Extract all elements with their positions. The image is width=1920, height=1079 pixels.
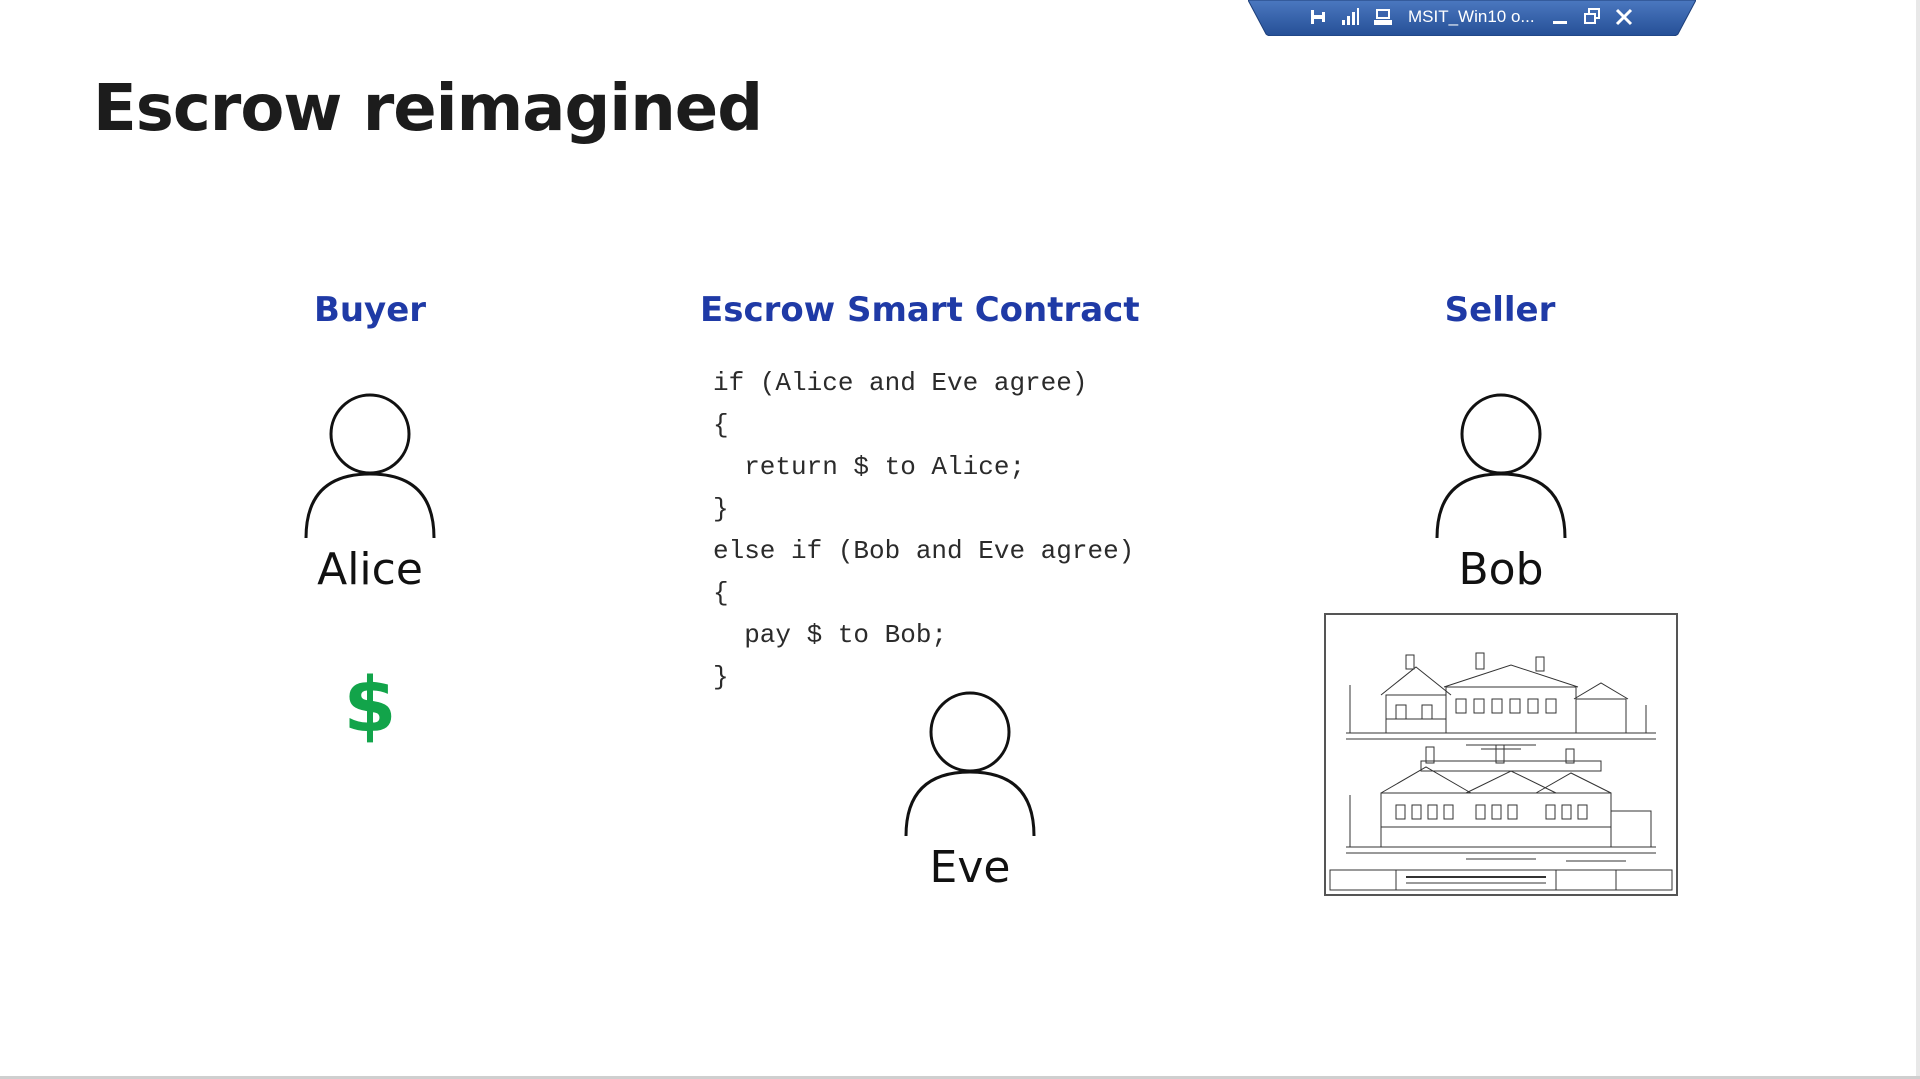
code-line: pay $ to Bob; xyxy=(713,620,948,650)
seller-heading: Seller xyxy=(1444,290,1556,330)
arbiter-name: Eve xyxy=(929,842,1011,893)
restore-icon[interactable] xyxy=(1580,6,1604,28)
code-line: if (Alice and Eve agree) xyxy=(713,368,1088,398)
remote-connection-bar[interactable]: MSIT_Win10 o... xyxy=(1248,0,1696,36)
slide-title: Escrow reimagined xyxy=(93,72,763,146)
close-icon[interactable] xyxy=(1612,6,1636,28)
arbiter-person-icon xyxy=(904,691,1036,837)
window-right-edge xyxy=(1916,0,1920,1079)
pin-icon[interactable] xyxy=(1306,6,1330,28)
window-bottom-edge xyxy=(0,1076,1920,1079)
house-blueprint-image xyxy=(1324,613,1678,896)
contract-code-block: if (Alice and Eve agree) { return $ to A… xyxy=(713,362,1134,698)
buyer-heading: Buyer xyxy=(313,290,427,330)
connection-title: MSIT_Win10 o... xyxy=(1408,7,1535,26)
remote-desktop-icon[interactable] xyxy=(1370,6,1396,28)
seller-name: Bob xyxy=(1458,544,1544,595)
seller-person-icon xyxy=(1435,393,1567,539)
code-line: else if (Bob and Eve agree) xyxy=(713,536,1135,566)
code-line: { xyxy=(713,410,729,440)
code-line: } xyxy=(713,662,729,692)
dollar-icon: $ xyxy=(343,660,397,749)
minimize-icon[interactable] xyxy=(1548,6,1572,28)
buyer-name: Alice xyxy=(317,544,423,595)
contract-heading: Escrow Smart Contract xyxy=(700,290,1140,330)
buyer-person-icon xyxy=(304,393,436,539)
code-line: } xyxy=(713,494,729,524)
connection-bar-background xyxy=(1248,0,1696,36)
code-line: { xyxy=(713,578,729,608)
signal-icon[interactable] xyxy=(1338,6,1362,28)
code-line: return $ to Alice; xyxy=(713,452,1026,482)
